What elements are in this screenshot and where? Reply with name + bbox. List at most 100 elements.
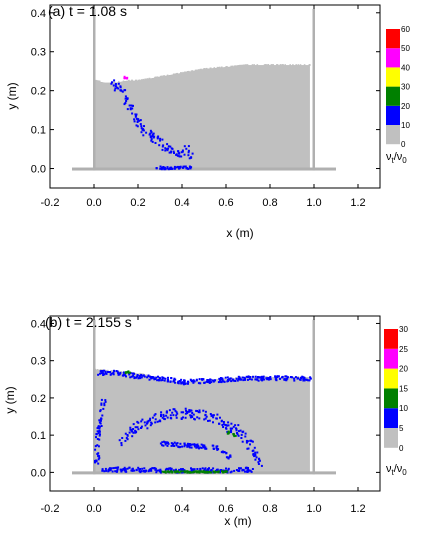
particle-a [188,157,191,160]
particle-a [167,145,170,148]
surface-particle-a [128,79,130,82]
particle-b [170,442,173,445]
particle-a [124,102,127,104]
particle-b [169,417,172,419]
particle-a [179,165,182,168]
particle-b [130,428,133,431]
particle-b [203,468,206,471]
particle-a [156,137,159,140]
particle-b [120,442,123,444]
particle-b [249,439,252,442]
particle-b [95,436,97,439]
x-tick-label-a: -0.2 [41,197,60,209]
particle-b [226,376,229,379]
particle-b [240,433,243,436]
particle-b [161,441,164,444]
x-tick-label-b: 0.6 [218,503,233,515]
particle-b [151,467,154,470]
colorbar-tick-label-b: 10 [399,404,408,413]
surface-particle-a [122,80,125,83]
particle-b [161,377,164,380]
particle-b [160,411,163,414]
particle-b [232,379,235,382]
particle-a [164,168,167,171]
particle-b [229,427,232,430]
particle-b [167,442,170,445]
particle-b [277,375,280,378]
particle-a [185,167,188,170]
particle-b [147,420,150,423]
surface-particle-b [195,380,198,383]
particle-b [196,470,199,473]
particle-b [140,374,143,376]
particle-b [101,469,104,472]
particle-a [126,98,129,101]
particle-b [244,470,246,473]
particle-b [99,409,102,412]
particle-b [104,400,107,403]
surface-particle-b [174,380,176,383]
particle-a [134,115,137,118]
particle-a [166,166,169,169]
surface-particle-b [104,369,107,372]
particle-b [128,466,131,469]
particle-b [299,378,301,381]
particle-b [239,429,242,432]
particle-b [203,381,206,384]
particle-a [119,89,122,92]
particle-b [293,379,296,382]
particle-b [184,416,187,419]
surface-particle-b [240,376,242,379]
particle-a [114,83,117,85]
particle-b [154,468,157,471]
particle-b [189,414,192,417]
particle-b [161,444,164,447]
surface-particle-a [190,70,193,72]
particle-b [141,418,144,421]
particle-b [190,467,192,470]
particle-a [178,166,181,168]
particle-b [301,376,304,378]
particle-a [181,149,184,152]
particle-b [202,409,205,412]
particle-b [255,456,258,459]
surface-particle-b [157,377,160,380]
particle-a [181,166,184,169]
particle-b [147,375,150,378]
particle-b [256,376,259,379]
colorbar-tick-label-b: 0 [399,444,404,453]
particle-b [157,375,159,378]
particle-b [131,469,134,472]
surface-particle-a [176,72,178,75]
particle-b [174,381,176,384]
particle-b [218,422,221,425]
colorbar-swatch-a [386,125,400,145]
particle-b [132,372,134,375]
particle-b [170,444,173,447]
particle-b [222,380,225,383]
colorbar-swatch-a [386,67,400,87]
particle-b [216,413,219,416]
particle-b [216,468,219,471]
particle-b [134,426,137,429]
particle-a [189,166,191,169]
surface-particle-b [163,378,165,381]
particle-b [123,373,125,376]
particle-b [222,451,225,454]
particle-b [267,378,270,381]
particle-a [142,128,145,131]
particle-b [187,382,189,385]
surface-particle-a [191,70,194,72]
particle-b [186,412,189,415]
particle-b [188,445,191,448]
particle-b [137,466,140,469]
cbar-b-sub-t: t [392,468,395,477]
particle-a [185,147,188,150]
particle-b [118,439,121,442]
particle-b [175,414,178,417]
surface-particle-a [148,77,150,80]
colorbar-tick-label-a: 50 [401,44,410,53]
particle-a [140,125,143,128]
surface-particle-b [110,370,113,372]
particle-b [177,380,180,383]
